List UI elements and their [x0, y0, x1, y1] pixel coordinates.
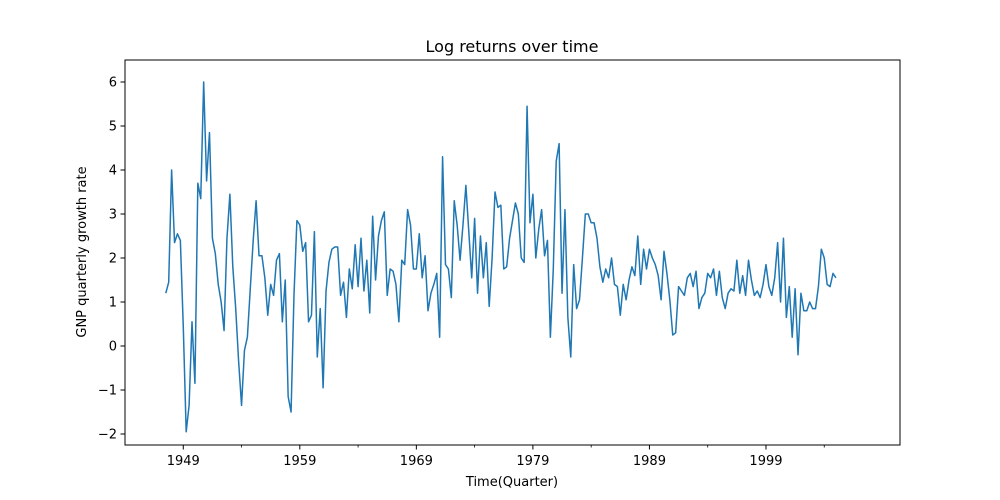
y-axis-label: GNP quarterly growth rate — [75, 166, 90, 337]
plot-area — [165, 81, 837, 433]
x-tick-label: 1949 — [167, 454, 200, 469]
y-tick-label: 4 — [109, 164, 117, 179]
y-tick-label: 2 — [109, 252, 117, 267]
x-tick-label: 1969 — [400, 454, 433, 469]
x-axis-label: Time(Quarter) — [465, 475, 558, 490]
chart-title: Log returns over time — [426, 37, 599, 56]
plot-frame — [124, 59, 901, 446]
y-tick-label: 6 — [109, 76, 117, 91]
y-tick-label: 1 — [109, 296, 117, 311]
y-tick-label: 3 — [109, 208, 117, 223]
x-tick-label: 1989 — [633, 454, 666, 469]
x-axis: 1949 1959 1969 1979 1989 1999 — [167, 445, 825, 469]
x-tick-label: 1959 — [283, 454, 316, 469]
series-line-0 — [165, 81, 837, 433]
y-tick-label: 0 — [109, 340, 117, 355]
y-tick-label: −2 — [98, 428, 117, 443]
y-tick-label: 5 — [109, 120, 117, 135]
x-tick-label: 1979 — [516, 454, 549, 469]
y-tick-label: −1 — [98, 384, 117, 399]
y-axis: −2 −1 0 1 2 3 4 5 6 — [98, 76, 125, 443]
x-tick-label: 1999 — [749, 454, 782, 469]
